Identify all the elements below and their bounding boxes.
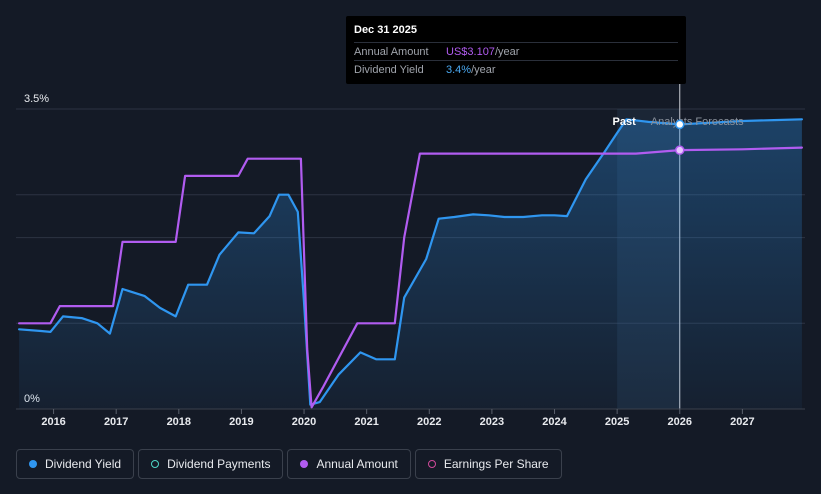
tooltip-date: Dec 31 2025 (354, 24, 417, 36)
x-tick-label: 2022 (417, 416, 441, 428)
tooltip-annual-label: Annual Amount (354, 45, 429, 58)
x-tick-label: 2020 (292, 416, 316, 428)
x-tick-label: 2016 (41, 416, 65, 428)
tooltip-yield-value: 3.4% (446, 63, 472, 76)
x-tick-label: 2021 (354, 416, 378, 428)
yield-marker (675, 119, 685, 130)
tooltip-markers (675, 119, 685, 155)
legend-label: Dividend Yield (45, 457, 122, 471)
amount-marker (675, 145, 685, 155)
dividend-chart: 3.5%0% 201620172018201920202021202220232… (16, 84, 805, 428)
ring-dot-icon (151, 460, 160, 468)
x-tick-label: 2023 (480, 416, 504, 428)
x-tick-label: 2027 (730, 416, 754, 428)
tooltip-annual-row: Annual Amount US$3.107 /year (354, 42, 678, 60)
forecast-label: Analysts Forecasts (651, 116, 744, 128)
ring-dot-icon (427, 460, 436, 468)
chart-tooltip: Dec 31 2025 Annual Amount US$3.107 /year… (346, 16, 686, 84)
x-tick-label: 2018 (167, 416, 191, 428)
filled-dot-icon (29, 460, 37, 468)
legend-label: Earnings Per Share (443, 457, 549, 471)
x-tick-label: 2025 (605, 416, 629, 428)
dividend-yield-line (18, 118, 803, 406)
legend-dividend-payments[interactable]: Dividend Payments (138, 449, 284, 479)
x-tick-label: 2017 (104, 416, 128, 428)
region-labels: Past Analysts Forecasts (613, 116, 745, 128)
chart-legend: Dividend Yield Dividend Payments Annual … (16, 449, 562, 479)
tooltip-annual-unit: /year (494, 45, 520, 58)
past-label: Past (613, 116, 637, 128)
x-tick-label: 2026 (668, 416, 692, 428)
annual-amount-line (18, 146, 803, 409)
tooltip-yield-label: Dividend Yield (354, 63, 424, 76)
tooltip-annual-value: US$3.107 (446, 45, 495, 58)
y-tick-label: 3.5% (24, 93, 49, 105)
dividend-yield-area (19, 119, 802, 410)
legend-label: Annual Amount (316, 457, 398, 471)
legend-earnings-per-share[interactable]: Earnings Per Share (414, 449, 562, 479)
filled-dot-icon (300, 460, 309, 468)
legend-label: Dividend Payments (167, 457, 271, 471)
legend-annual-amount[interactable]: Annual Amount (287, 449, 411, 479)
series-layer (18, 118, 803, 410)
tooltip-yield-row: Dividend Yield 3.4% /year (354, 60, 678, 78)
x-tick-label: 2024 (542, 416, 567, 428)
tooltip-yield-unit: /year (471, 63, 496, 76)
x-axis: 2016 2017 2018 2019 2020 2021 2022 2023 2024 2025… (16, 408, 805, 428)
legend-dividend-yield[interactable]: Dividend Yield (16, 449, 135, 479)
x-tick-label: 2019 (229, 416, 253, 428)
